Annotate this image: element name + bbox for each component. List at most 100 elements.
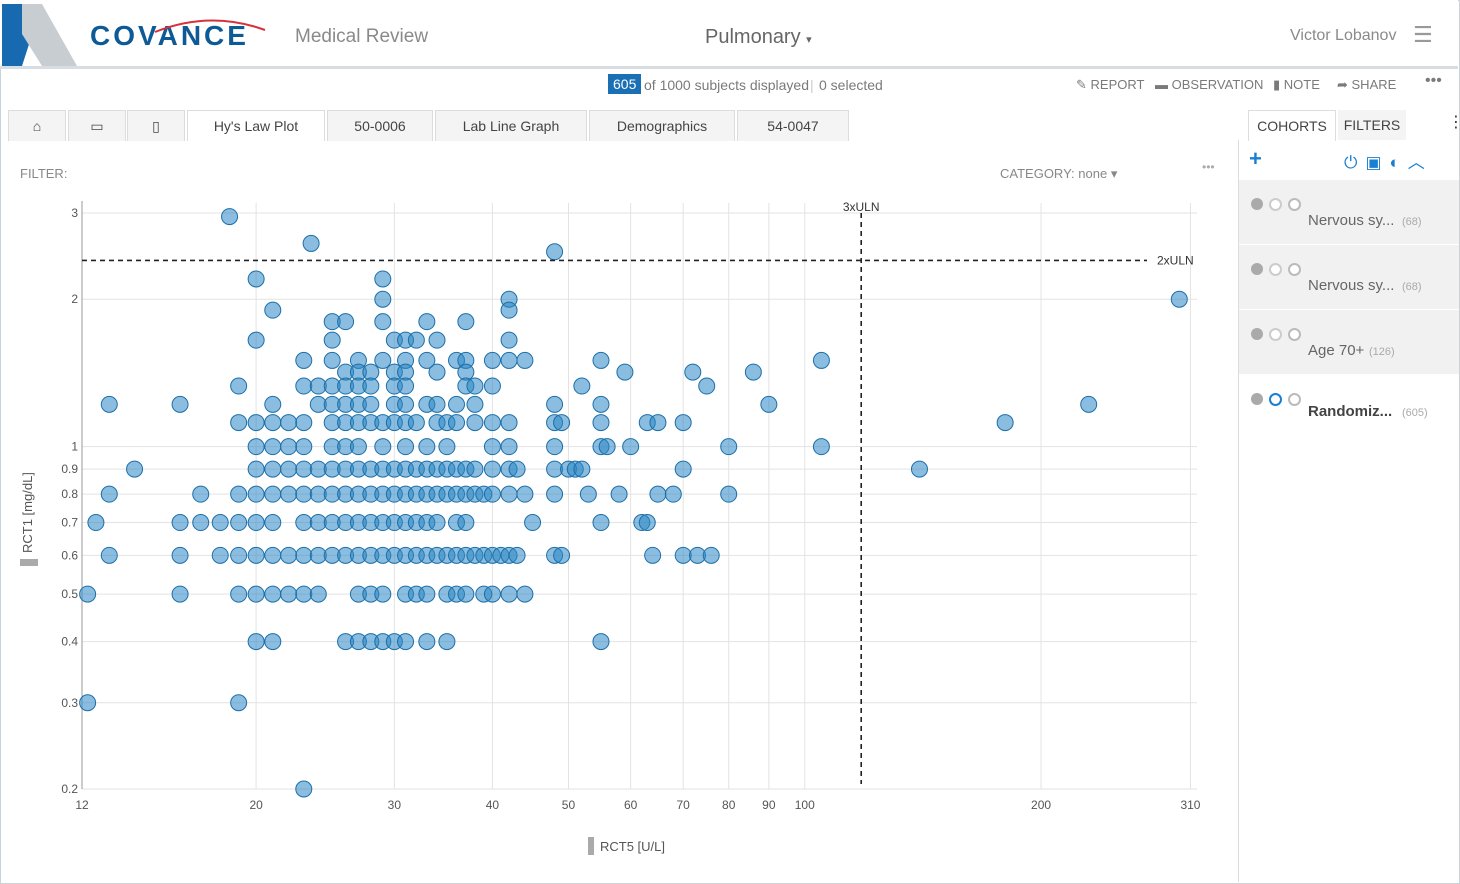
data-point — [720, 485, 738, 503]
side-more[interactable]: ⋮ — [1448, 114, 1460, 131]
y-tick-label: 0.8 — [61, 487, 78, 501]
cohort-toggle[interactable] — [1288, 198, 1301, 211]
cohort-toggle[interactable] — [1269, 263, 1282, 276]
user-name[interactable]: Victor Lobanov — [1290, 27, 1397, 44]
side-panel: + ⏻▣◐︿ Nervous sy... (68) Nervous sy... (68… — [1238, 140, 1459, 882]
data-point — [418, 438, 436, 456]
data-point — [483, 377, 501, 395]
add-cohort[interactable]: + — [1249, 146, 1262, 171]
y-tick-label: 0.5 — [61, 587, 78, 601]
data-point — [247, 331, 265, 349]
cohort-tools[interactable]: ⏻▣◐︿ — [1344, 153, 1433, 172]
data-point — [230, 694, 248, 712]
x-tick-label: 40 — [486, 798, 500, 812]
cohort-toggle[interactable] — [1269, 393, 1282, 406]
y-tick-label: 3 — [71, 206, 78, 220]
cohort-toggle[interactable] — [1251, 393, 1263, 405]
cohort-toggle[interactable] — [1251, 198, 1263, 210]
data-point — [508, 460, 526, 478]
cohort-row[interactable]: Nervous sy... (68) — [1239, 245, 1459, 310]
data-point — [466, 377, 484, 395]
x-tick-label: 200 — [1031, 798, 1051, 812]
count-badge: 605 — [608, 74, 642, 94]
side-tab[interactable]: COHORTS — [1248, 110, 1336, 141]
study-menu[interactable]: Pulmonary ▾ — [705, 26, 812, 49]
y-tick-label: 1 — [71, 440, 78, 454]
cohort-toggle[interactable] — [1288, 263, 1301, 276]
data-point — [573, 460, 591, 478]
tab[interactable]: Hy's Law Plot — [187, 110, 325, 141]
data-point — [428, 363, 446, 381]
tab[interactable]: 50-0006 — [327, 110, 433, 141]
data-point — [702, 546, 720, 564]
home-tab[interactable]: ⌂ — [8, 110, 66, 141]
cohort-toggle[interactable] — [1269, 328, 1282, 341]
cohort-row[interactable]: Nervous sy... (68) — [1239, 180, 1459, 245]
cohort-count: (126) — [1369, 346, 1395, 358]
data-point — [483, 414, 501, 432]
data-point — [295, 485, 313, 503]
data-point — [649, 414, 667, 432]
data-point — [295, 414, 313, 432]
data-point — [744, 363, 762, 381]
selected-text: 0 selected — [819, 77, 883, 93]
data-point — [247, 485, 265, 503]
cohort-row[interactable]: Randomiz... (605) — [1239, 375, 1459, 440]
data-point — [349, 438, 367, 456]
cohort-name: Nervous sy... — [1308, 212, 1395, 229]
tab[interactable]: 54-0047 — [737, 110, 849, 141]
side-tab[interactable]: FILTERS — [1338, 110, 1406, 140]
data-point — [573, 377, 591, 395]
more-btn[interactable]: ••• — [1425, 72, 1442, 89]
cohort-toggle[interactable] — [1288, 328, 1301, 341]
logo[interactable]: COVANCE — [90, 20, 249, 51]
data-point — [553, 546, 571, 564]
data-point — [171, 514, 189, 532]
report-btn[interactable]: ✎ REPORT — [1076, 77, 1145, 92]
category-select[interactable]: CATEGORY: none ▾ — [1000, 166, 1118, 181]
cohort-toggle[interactable] — [1251, 263, 1263, 275]
header: COVANCE Medical Review Pulmonary ▾ Victo… — [0, 0, 1458, 69]
reference-label: 2xULN — [1157, 253, 1194, 267]
data-point — [221, 208, 239, 226]
action: OBSERVATION — [1171, 77, 1264, 92]
data-point — [280, 414, 298, 432]
cohort-toggle[interactable] — [1288, 393, 1301, 406]
data-point — [264, 585, 282, 603]
data-point — [592, 395, 610, 413]
data-point — [295, 377, 313, 395]
cohort-toggle[interactable] — [1251, 328, 1263, 340]
data-point — [674, 414, 692, 432]
data-point — [171, 395, 189, 413]
cohort-toggle[interactable] — [1269, 198, 1282, 211]
data-point — [362, 377, 380, 395]
data-point — [996, 414, 1014, 432]
y-tick-label: 0.6 — [61, 548, 78, 562]
chart-more[interactable]: ••• — [1202, 160, 1215, 174]
cohort-row[interactable]: Age 70+ (126) — [1239, 310, 1459, 375]
data-point — [598, 438, 616, 456]
data-point — [280, 438, 298, 456]
tab[interactable]: Demographics — [589, 110, 735, 141]
doc-tab[interactable]: ▯ — [127, 110, 185, 141]
data-point — [374, 438, 392, 456]
data-point — [264, 546, 282, 564]
comment-tab[interactable]: ▭ — [68, 110, 126, 141]
tab[interactable]: Lab Line Graph — [435, 110, 587, 141]
data-point — [649, 485, 667, 503]
observation-btn[interactable]: ▬ OBSERVATION — [1155, 77, 1264, 92]
data-point — [374, 313, 392, 331]
x-tick-label: 12 — [75, 798, 89, 812]
menu-icon[interactable]: ☰ — [1413, 22, 1433, 47]
data-point — [230, 414, 248, 432]
x-tick-label: 30 — [388, 798, 402, 812]
note-btn[interactable]: ▮ NOTE — [1273, 77, 1320, 92]
data-point — [500, 485, 518, 503]
share-btn[interactable]: ➦ SHARE — [1337, 77, 1397, 92]
data-point — [483, 351, 501, 369]
data-point — [100, 395, 118, 413]
data-point — [524, 514, 542, 532]
action: NOTE — [1283, 77, 1320, 92]
data-point — [100, 546, 118, 564]
